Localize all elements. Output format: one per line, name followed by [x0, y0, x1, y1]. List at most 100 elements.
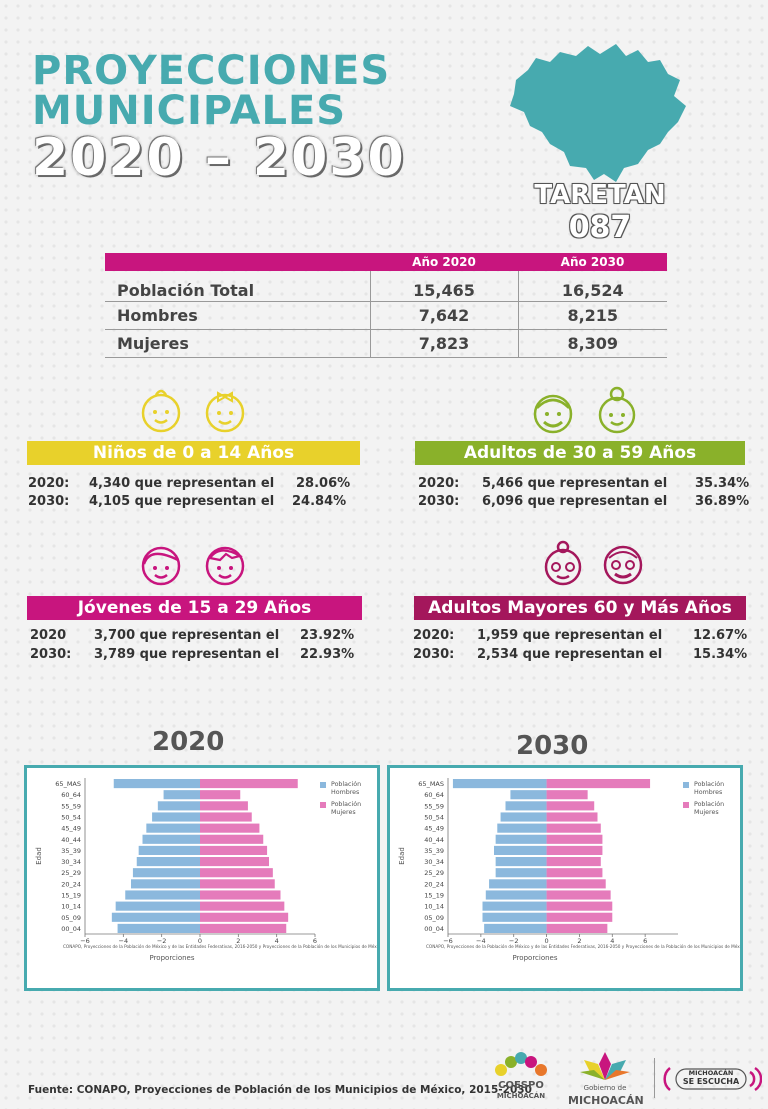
row-value-2020: 7,642 [369, 301, 518, 330]
text: 3,789 que representan el [94, 647, 280, 662]
bar-hombres [132, 868, 200, 878]
text: 6,096 que representan el [482, 494, 668, 509]
x-tick-label: −4 [119, 937, 129, 945]
pct: 22.93% [300, 647, 355, 662]
row-value-2020: 7,823 [369, 329, 518, 358]
bar-mujeres [200, 890, 281, 900]
coespo-logo-line1: COESPO [498, 1080, 544, 1091]
bar-hombres [500, 812, 547, 822]
x-tick-label: −2 [509, 937, 519, 945]
bar-mujeres [200, 912, 289, 922]
y-axis-label: Edad [35, 847, 43, 865]
bar-hombres [163, 790, 200, 800]
year: 2030: [28, 494, 70, 509]
band-ninos: Niños de 0 a 14 Años [27, 441, 360, 465]
chart-source-note: CONAPO, Proyecciones de la Población de … [63, 944, 377, 949]
row-value-2030: 8,309 [517, 329, 667, 358]
bar-hombres [484, 923, 547, 933]
chart-2020-title: 2020 [152, 727, 225, 757]
bar-hombres [125, 890, 200, 900]
michoacan-logo-line2: SE ESCUCHA [682, 1077, 740, 1086]
source-note: Fuente: CONAPO, Proyecciones de Població… [28, 1084, 532, 1096]
y-tick-label: 20_24 [61, 880, 81, 888]
bar-mujeres [200, 823, 260, 833]
bar-mujeres [546, 923, 608, 933]
band-jovenes: Jóvenes de 15 a 29 Años [27, 596, 362, 620]
bar-mujeres [200, 879, 275, 889]
bar-mujeres [200, 779, 298, 789]
gobierno-logo-line2: MICHOACÁN [568, 1094, 644, 1107]
bar-mujeres [200, 868, 273, 878]
legend-label-line1: Población [694, 780, 724, 788]
bar-mujeres [546, 790, 588, 800]
row-label: Mujeres [105, 329, 370, 358]
bar-hombres [482, 901, 547, 911]
text: 4,340 que representan el [89, 476, 275, 491]
y-tick-label: 10_14 [61, 903, 81, 911]
bar-mujeres [200, 923, 287, 933]
table-header-2030: Año 2030 [518, 253, 667, 271]
table-header-row: Año 2020 Año 2030 [105, 253, 667, 271]
bar-hombres [152, 812, 200, 822]
pct: 15.34% [693, 647, 748, 662]
bar-hombres [142, 834, 200, 844]
elderly-man-icon [603, 545, 643, 585]
bar-mujeres [200, 845, 268, 855]
population-table: Año 2020 Año 2030 Población Total 15,465… [105, 253, 667, 358]
bar-hombres [157, 801, 200, 811]
bar-hombres [495, 868, 547, 878]
y-tick-label: 40_44 [424, 836, 444, 844]
legend-label-line2: Hombres [694, 789, 722, 796]
y-tick-label: 30_34 [61, 858, 81, 866]
chart-2030-title: 2030 [516, 731, 589, 761]
bar-mujeres [546, 912, 613, 922]
logo-divider [654, 1058, 655, 1098]
year: 2030: [418, 494, 460, 509]
bar-hombres [510, 790, 547, 800]
elderly-woman-icon [544, 540, 582, 586]
y-tick-label: 65_MAS [418, 780, 444, 788]
x-tick-label: 0 [198, 937, 202, 945]
x-axis-label: Proporciones [512, 954, 557, 962]
text: 1,959 que representan el [477, 628, 663, 643]
legend-label-line1: Población [694, 800, 724, 808]
pct: 12.67% [693, 628, 748, 643]
y-axis-label: Edad [398, 847, 406, 865]
x-tick-label: 4 [275, 937, 279, 945]
y-tick-label: 35_39 [61, 847, 81, 855]
bar-mujeres [200, 801, 248, 811]
pct: 24.84% [292, 494, 347, 509]
pyramid-chart-2030: 65_MAS 60_64 55_59 50_54 45_49 40_44 35_39 30_3… [398, 778, 752, 962]
bar-mujeres [546, 901, 613, 911]
y-tick-label: 00_04 [61, 925, 81, 933]
bar-mujeres [546, 857, 601, 867]
pct: 28.06% [296, 476, 351, 491]
table-header-empty [105, 253, 370, 271]
bar-hombres [497, 823, 547, 833]
bar-mujeres [546, 801, 595, 811]
young-woman-icon [141, 546, 181, 586]
bar-hombres [495, 834, 547, 844]
y-tick-label: 35_39 [424, 847, 444, 855]
bar-hombres [115, 901, 200, 911]
y-tick-label: 25_29 [424, 869, 444, 877]
bar-mujeres [546, 890, 611, 900]
y-tick-label: 60_64 [424, 791, 444, 799]
table-row: Mujeres 7,823 8,309 [105, 329, 667, 358]
y-tick-label: 25_29 [61, 869, 81, 877]
pyramid-chart-2020: 65_MAS 60_64 55_59 50_54 45_49 40_44 35_39 30_3… [35, 778, 389, 962]
bar-hombres [494, 845, 547, 855]
x-tick-label: 4 [610, 937, 614, 945]
legend-swatch [683, 802, 689, 808]
legend-label-line1: Población [331, 780, 361, 788]
bar-hombres [505, 801, 547, 811]
adult-woman-icon [598, 386, 636, 434]
baby-boy-icon [141, 389, 181, 433]
x-tick-label: 2 [236, 937, 240, 945]
x-tick-label: 6 [643, 937, 647, 945]
michoacan-se-escucha-logo-icon [663, 1066, 762, 1092]
y-tick-label: 15_19 [424, 892, 444, 900]
year: 2030: [413, 647, 455, 662]
y-tick-label: 50_54 [424, 814, 444, 822]
gobierno-michoacan-logo-icon [580, 1052, 630, 1080]
